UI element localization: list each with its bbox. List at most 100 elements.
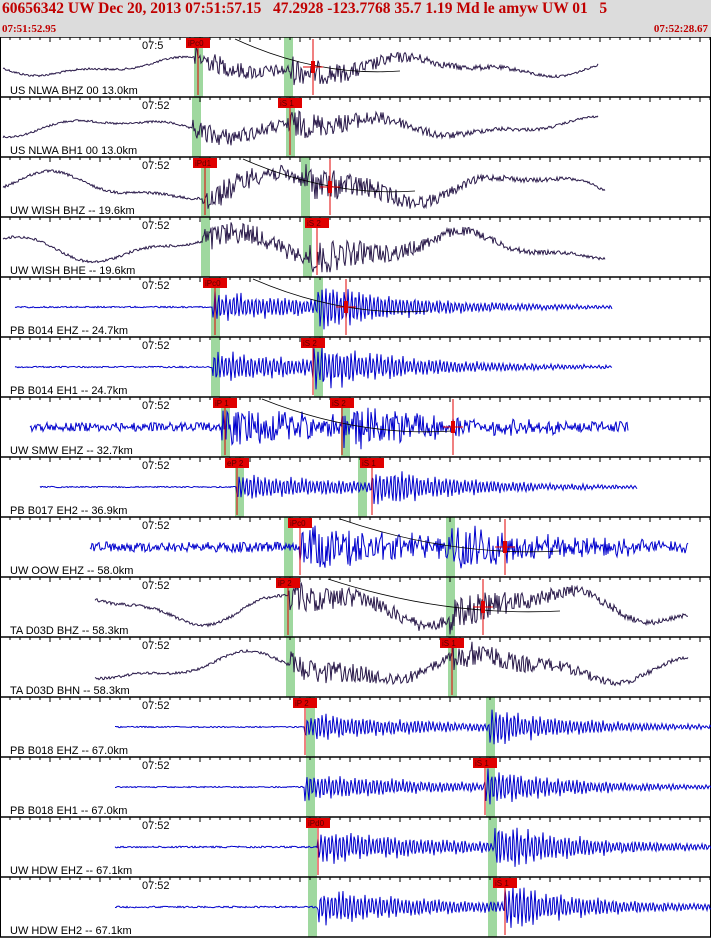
trace-station-label: PB B018 EHZ -- 67.0km: [10, 745, 128, 757]
waveform-trace: [2, 164, 606, 210]
trace-time-label: 07:52: [142, 280, 170, 292]
pick-phase-label: iS 1: [442, 639, 456, 648]
amplitude-marker: [311, 61, 315, 73]
trace-station-label: UW HDW EHZ -- 67.1km: [10, 865, 132, 877]
waveform-trace: [94, 641, 689, 687]
pick-window: [303, 217, 312, 277]
trace-time-label: 07:52: [142, 520, 170, 532]
amplitude-marker: [481, 601, 485, 613]
trace-panel[interactable]: 07:52 iPc0 UW OOW EHZ -- 58.0km: [0, 516, 711, 577]
trace-panel[interactable]: 07:52 iP 2 PB B018 EHZ -- 67.0km: [0, 696, 711, 757]
pick-phase-label: eP 2: [227, 459, 244, 468]
window-start-time: 07:51:52.95: [2, 23, 57, 35]
trace-panel[interactable]: 07:52 iPd0 UW HDW EHZ -- 67.1km: [0, 816, 711, 877]
trace-panel[interactable]: 07:52 iPd1 UW WISH BHZ -- 19.6km: [0, 156, 711, 217]
trace-panel[interactable]: 07:52 iP 2 TA D03D BHZ -- 58.3km: [0, 576, 711, 637]
waveform-trace: [2, 110, 599, 146]
trace-panel[interactable]: 07:52 iS 1 UW HDW EH2 -- 67.1km: [0, 876, 711, 937]
trace-station-label: UW HDW EH2 -- 67.1km: [10, 925, 132, 937]
trace-station-label: PB B018 EH1 -- 67.0km: [10, 805, 127, 817]
event-header: 60656342 UW Dec 20, 2013 07:51:57.15 47.…: [0, 0, 711, 37]
pick-flag: [301, 338, 325, 348]
trace-panel[interactable]: 07:52 iS 2 PB B014 EH1 -- 24.7km: [0, 336, 711, 397]
trace-panel[interactable]: 07:52 iS 1 US NLWA BH1 00 13.0km: [0, 96, 711, 157]
waveform-trace: [114, 827, 711, 867]
trace-station-label: UW OOW EHZ -- 58.0km: [10, 565, 133, 577]
trace-panel[interactable]: 07:52 iP 1 iS 2 UW SMW EHZ -- 32.7km: [0, 396, 711, 457]
trace-panel[interactable]: 07:5 iPc0 US NLWA BHZ 00 13.0km: [0, 37, 711, 97]
trace-time-label: 07:52: [142, 580, 170, 592]
pick-window: [486, 697, 495, 757]
amplitude-marker: [451, 421, 455, 433]
pick-flag: [186, 38, 210, 48]
seismogram-panel[interactable]: 07:5 iPc0 US NLWA BHZ 00 13.0km 07:52 iS 1 US…: [0, 37, 711, 938]
waveform-trace: [2, 47, 599, 86]
pick-window: [301, 157, 310, 217]
pick-phase-label: iP 2: [278, 579, 292, 588]
pick-phase-label: iS 1: [362, 459, 376, 468]
window-end-time: 07:52:28.67: [653, 23, 708, 35]
pick-flag: [193, 158, 217, 168]
trace-time-label: 07:52: [142, 100, 170, 112]
pick-phase-label: iPd0: [308, 819, 325, 828]
pick-flag: [473, 758, 497, 768]
travel-time-curve: [327, 578, 561, 613]
waveform-trace: [29, 407, 629, 450]
pick-flag: [306, 818, 330, 828]
trace-time-label: 07:52: [142, 220, 170, 232]
waveform-trace: [94, 582, 688, 635]
travel-time-curve: [261, 398, 453, 433]
travel-time-curve: [339, 518, 561, 553]
pick-flag: [360, 458, 384, 468]
pick-phase-label: iP 2: [295, 699, 309, 708]
trace-station-label: UW SMW EHZ -- 32.7km: [10, 445, 133, 457]
pick-flag: [203, 278, 227, 288]
trace-panel[interactable]: 07:52 iS 1 TA D03D BHN -- 58.3km: [0, 636, 711, 697]
waveform-trace: [2, 222, 606, 273]
trace-time-label: 07:52: [142, 640, 170, 652]
trace-panel[interactable]: 07:52 iPc0 PB B014 EHZ -- 24.7km: [0, 276, 711, 337]
trace-time-label: 07:5: [142, 40, 163, 52]
trace-station-label: UW WISH BHZ -- 19.6km: [10, 205, 135, 217]
trace-time-label: 07:52: [142, 820, 170, 832]
pick-flag: [213, 398, 237, 408]
pick-flag: [278, 98, 302, 108]
pick-phase-label: iS 2: [303, 339, 317, 348]
pick-window: [201, 217, 210, 277]
pick-phase-label: iS 1: [475, 759, 489, 768]
pick-flag: [225, 458, 249, 468]
pick-phase-label: iS 1: [280, 99, 294, 108]
trace-time-label: 07:52: [142, 880, 170, 892]
trace-time-label: 07:52: [142, 760, 170, 772]
amplitude-marker: [328, 181, 332, 193]
pick-phase-label: iS 2: [307, 219, 321, 228]
pick-phase-label: iS 1: [495, 879, 509, 888]
trace-time-label: 07:52: [142, 160, 170, 172]
pick-window: [192, 97, 201, 157]
waveform-trace: [115, 709, 711, 745]
trace-time-label: 07:52: [142, 400, 170, 412]
pick-flag: [493, 878, 517, 888]
pick-window: [314, 277, 323, 337]
amplitude-marker: [503, 541, 507, 553]
pick-flag: [330, 398, 354, 408]
pick-flag: [440, 638, 464, 648]
trace-station-label: PB B014 EH1 -- 24.7km: [10, 385, 127, 397]
trace-panel[interactable]: 07:52 iS 1 PB B018 EH1 -- 67.0km: [0, 756, 711, 817]
event-title: 60656342 UW Dec 20, 2013 07:51:57.15 47.…: [2, 0, 608, 17]
pick-phase-label: iPc0: [290, 519, 306, 528]
trace-time-label: 07:52: [142, 460, 170, 472]
pick-phase-label: iP 1: [215, 399, 229, 408]
pick-window: [286, 637, 295, 697]
trace-panel[interactable]: 07:52 eP 2 iS 1 PB B017 EH2 -- 36.9km: [0, 456, 711, 517]
pick-window: [306, 757, 315, 817]
travel-time-curve: [252, 278, 429, 313]
pick-window: [488, 877, 497, 937]
waveform-trace: [14, 288, 613, 330]
pick-window: [235, 457, 244, 517]
trace-station-label: PB B017 EH2 -- 36.9km: [10, 505, 127, 517]
trace-time-label: 07:52: [142, 700, 170, 712]
trace-time-label: 07:52: [142, 340, 170, 352]
trace-station-label: TA D03D BHN -- 58.3km: [10, 685, 130, 697]
trace-panel[interactable]: 07:52 iS 2 UW WISH BHE -- 19.6km: [0, 216, 711, 277]
